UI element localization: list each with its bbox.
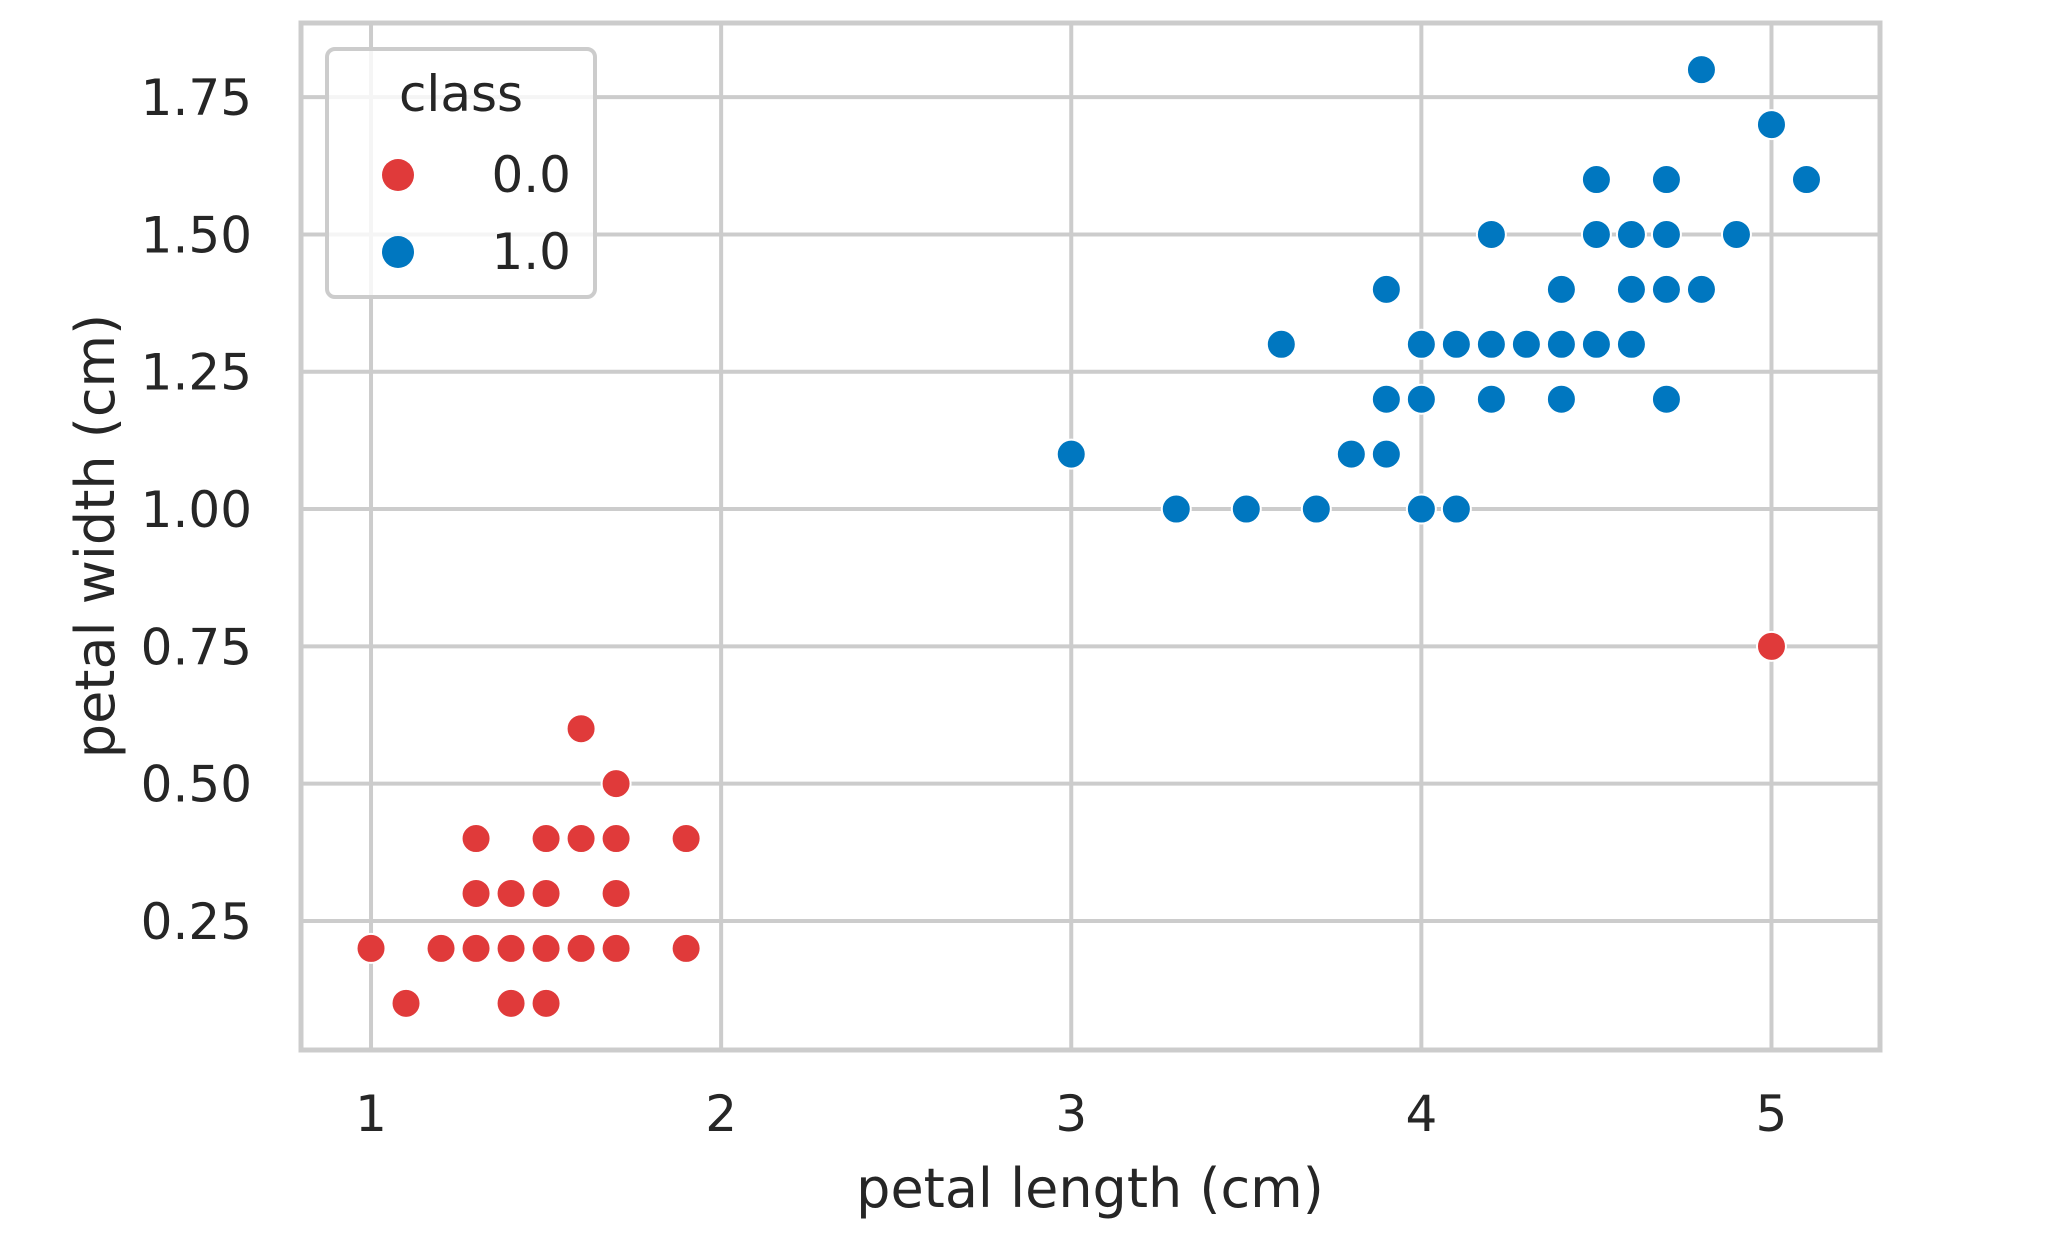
y-axis-label: petal width (cm): [64, 314, 127, 758]
y-tick-label: 1.75: [141, 69, 252, 127]
data-point-class-1: [1580, 164, 1612, 196]
data-point-class-1: [1685, 273, 1717, 305]
data-point-class-1: [1580, 218, 1612, 250]
data-point-class-1: [1405, 493, 1437, 525]
data-point-class-0: [530, 823, 562, 855]
legend-label-class-1: 1.0: [491, 223, 571, 281]
data-point-class-1: [1615, 218, 1647, 250]
y-tick-label: 1.00: [141, 481, 252, 539]
data-point-class-1: [1370, 273, 1402, 305]
data-point-class-0: [460, 932, 492, 964]
data-point-class-0: [495, 877, 527, 909]
data-point-class-0: [565, 932, 597, 964]
data-point-class-1: [1580, 328, 1612, 360]
data-point-class-0: [495, 987, 527, 1019]
legend-box: [325, 47, 597, 299]
data-point-class-1: [1370, 383, 1402, 415]
data-point-class-1: [1055, 438, 1087, 470]
data-point-class-1: [1230, 493, 1262, 525]
y-tick-label: 1.50: [141, 206, 252, 264]
data-point-class-0: [565, 823, 597, 855]
data-point-class-1: [1650, 218, 1682, 250]
data-point-class-0: [530, 932, 562, 964]
data-point-class-1: [1475, 218, 1507, 250]
x-tick-label: 4: [1405, 1085, 1437, 1143]
data-point-class-1: [1545, 328, 1577, 360]
data-point-class-1: [1650, 164, 1682, 196]
data-point-class-0: [460, 823, 492, 855]
legend-marker-class-1: [382, 236, 414, 268]
data-point-class-1: [1475, 328, 1507, 360]
data-point-class-1: [1300, 493, 1332, 525]
data-point-class-1: [1720, 218, 1752, 250]
legend-label-class-0: 0.0: [491, 146, 571, 204]
data-point-class-1: [1405, 328, 1437, 360]
legend-marker-class-0: [382, 159, 414, 191]
data-point-class-1: [1475, 383, 1507, 415]
x-tick-labels: 1 2 3 4 5: [355, 1085, 1787, 1143]
data-point-class-1: [1440, 328, 1472, 360]
data-point-class-1: [1545, 383, 1577, 415]
data-point-class-1: [1335, 438, 1367, 470]
data-point-class-1: [1650, 273, 1682, 305]
y-tick-label: 0.75: [141, 618, 252, 676]
data-point-class-0: [1755, 630, 1787, 662]
data-point-class-1: [1615, 328, 1647, 360]
data-point-class-0: [460, 877, 492, 909]
data-point-class-0: [670, 932, 702, 964]
data-point-class-0: [565, 713, 597, 745]
y-tick-label: 1.25: [141, 344, 252, 402]
data-point-class-1: [1440, 493, 1472, 525]
data-point-class-0: [670, 823, 702, 855]
x-tick-label: 5: [1756, 1085, 1788, 1143]
data-point-class-0: [530, 877, 562, 909]
data-point-class-0: [600, 932, 632, 964]
legend: class 0.0 1.0: [325, 47, 597, 299]
data-point-class-1: [1790, 164, 1822, 196]
data-point-class-1: [1755, 109, 1787, 141]
data-point-class-0: [355, 932, 387, 964]
data-point-class-1: [1650, 383, 1682, 415]
data-point-class-1: [1370, 438, 1402, 470]
x-tick-label: 1: [355, 1085, 387, 1143]
data-point-class-1: [1265, 328, 1297, 360]
data-point-class-0: [425, 932, 457, 964]
data-point-class-1: [1510, 328, 1542, 360]
y-tick-label: 0.25: [141, 893, 252, 951]
data-point-class-0: [600, 768, 632, 800]
data-point-class-1: [1685, 54, 1717, 86]
data-point-class-0: [390, 987, 422, 1019]
y-tick-label: 0.50: [141, 756, 252, 814]
data-point-class-1: [1160, 493, 1192, 525]
x-tick-label: 3: [1055, 1085, 1087, 1143]
data-point-class-0: [530, 987, 562, 1019]
x-tick-label: 2: [705, 1085, 737, 1143]
data-point-class-0: [600, 823, 632, 855]
data-point-class-0: [600, 877, 632, 909]
data-points: [355, 54, 1822, 1019]
data-point-class-0: [495, 932, 527, 964]
data-point-class-1: [1405, 383, 1437, 415]
x-axis-label: petal length (cm): [856, 1157, 1324, 1220]
axes-frame: [298, 20, 1883, 1053]
data-point-class-1: [1545, 273, 1577, 305]
legend-title: class: [399, 65, 523, 123]
data-point-class-1: [1615, 273, 1647, 305]
y-tick-labels: 0.25 0.50 0.75 1.00 1.25 1.50 1.75: [141, 69, 252, 951]
